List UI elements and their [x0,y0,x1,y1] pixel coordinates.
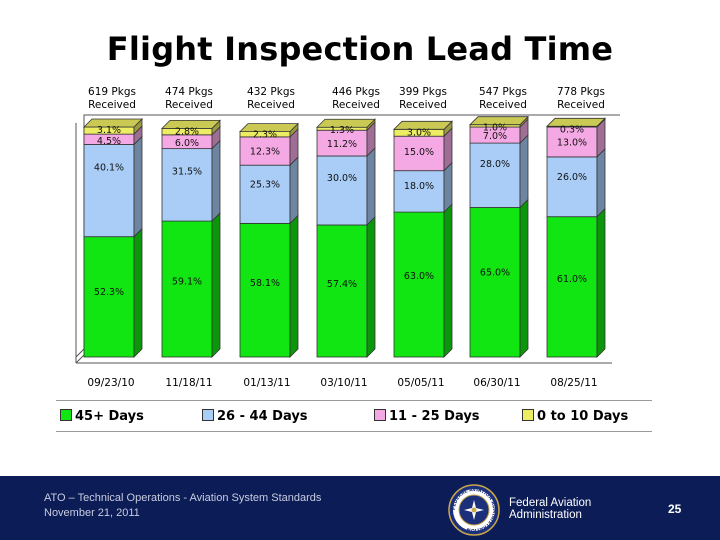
data-label: 6.0% [175,138,199,149]
x-tick-label: 08/25/11 [550,377,597,389]
data-label: 26.0% [557,172,587,183]
bar-segment [316,155,368,226]
data-label: 0.3% [560,124,584,135]
bar-segment-side [596,207,606,358]
bar-segment [239,164,291,224]
data-label: 25.3% [250,180,280,191]
legend-item: 11 - 25 Days [374,409,480,424]
bar-segment [546,126,598,158]
bar-top-face [239,123,299,133]
legend-swatch [60,409,72,421]
bar-segment [393,170,445,213]
data-label: 11.2% [327,139,357,150]
x-tick-label: 05/05/11 [397,377,444,389]
data-label: 63.0% [404,271,434,282]
bar-segment-side [133,135,143,238]
data-label: 7.0% [483,131,507,142]
data-label: 13.0% [557,137,587,148]
data-label: 2.8% [175,126,199,137]
bar-segment-side [366,147,376,226]
bar-segment [393,211,445,358]
bar-segment-side [519,198,529,358]
bar-segment [161,220,213,358]
footer-date: November 21, 2011 [44,507,140,519]
bar-segment-side [289,156,299,225]
package-count-label: 474 Pkgs Received [165,86,213,111]
chart-title: Flight Inspection Lead Time [106,30,614,68]
package-count-label: 432 Pkgs Received [247,86,295,111]
data-label: 1.0% [483,123,507,134]
bar-segment [469,142,521,208]
bar-segment-side [519,134,529,209]
data-label: 2.3% [253,130,277,141]
stacked-bar-chart: 52.3% 40.1% 4.5%3.1% 09/23/10 59.1% 31.5% 6.0%… [75,114,620,389]
footer-bar: ATO – Technical Operations - Aviation Sy… [0,476,720,540]
page-number: 25 [668,502,682,516]
bar-segment-side [289,214,299,358]
bar-segment [239,136,291,166]
data-label: 4.5% [97,136,121,147]
bar-segment-side [211,212,221,358]
bar-top-face [83,118,143,128]
package-count-label: 619 Pkgs Received [88,86,136,111]
package-count-label: 399 Pkgs Received [399,86,447,111]
data-label: 65.0% [480,268,510,279]
bar-top-face [316,118,376,128]
data-label: 3.0% [407,127,431,138]
bar-segment [83,236,135,358]
data-label: 15.0% [404,147,434,158]
data-label: 59.1% [172,277,202,288]
data-label: 61.0% [557,274,587,285]
legend-item: 45+ Days [60,409,144,424]
bar-segment [546,156,598,218]
bar-segment [239,222,291,358]
bar-segment [393,135,445,172]
bar-segment [83,144,135,238]
package-count-label: 547 Pkgs Received [479,86,527,111]
legend-swatch [522,409,534,421]
chart-legend: 45+ Days 26 - 44 Days 11 - 25 Days 0 to … [56,400,652,432]
legend-swatch [374,409,386,421]
legend-swatch [202,409,214,421]
bar-segment-side [366,216,376,358]
footer-org-text: ATO – Technical Operations - Aviation Sy… [44,492,322,504]
x-tick-label: 06/30/11 [473,377,520,389]
faa-seal-logo: FEDERAL AVIATION ADMINISTRATION [448,484,500,536]
bar-segment-side [443,161,453,214]
x-tick-label: 11/18/11 [165,377,212,389]
bar-segment-side [443,203,453,358]
data-label: 28.0% [480,159,510,170]
data-label: 58.1% [250,278,280,289]
x-tick-label: 01/13/11 [243,377,290,389]
bar-segment [469,207,521,358]
data-label: 12.3% [250,147,280,158]
data-label: 30.0% [327,173,357,184]
legend-item: 0 to 10 Days [522,409,628,424]
data-label: 3.1% [97,125,121,136]
x-tick-label: 09/23/10 [87,377,134,389]
bar-top-face [546,117,606,127]
bar-top-face [393,120,453,130]
bar-segment [316,129,368,157]
data-label: 40.1% [94,162,124,173]
bar-segment [316,224,368,358]
data-label: 31.5% [172,167,202,178]
bar-segment-side [596,147,606,218]
bar-top-face [469,116,529,126]
data-label: 52.3% [94,287,124,298]
bar-segment-side [211,139,221,223]
bar-top-face [161,119,221,129]
data-label: 57.4% [327,279,357,290]
agency-name: Federal Aviation Administration [509,497,592,521]
package-count-label: 778 Pkgs Received [557,86,605,111]
x-tick-label: 03/10/11 [320,377,367,389]
bar-segment-side [133,227,143,358]
legend-item: 26 - 44 Days [202,409,308,424]
bar-segment [161,148,213,222]
data-label: 18.0% [404,181,434,192]
bar-segment [546,216,598,358]
floor-edge [75,354,85,364]
data-label: 1.3% [330,125,354,136]
package-count-label: 446 Pkgs Received [332,86,380,111]
